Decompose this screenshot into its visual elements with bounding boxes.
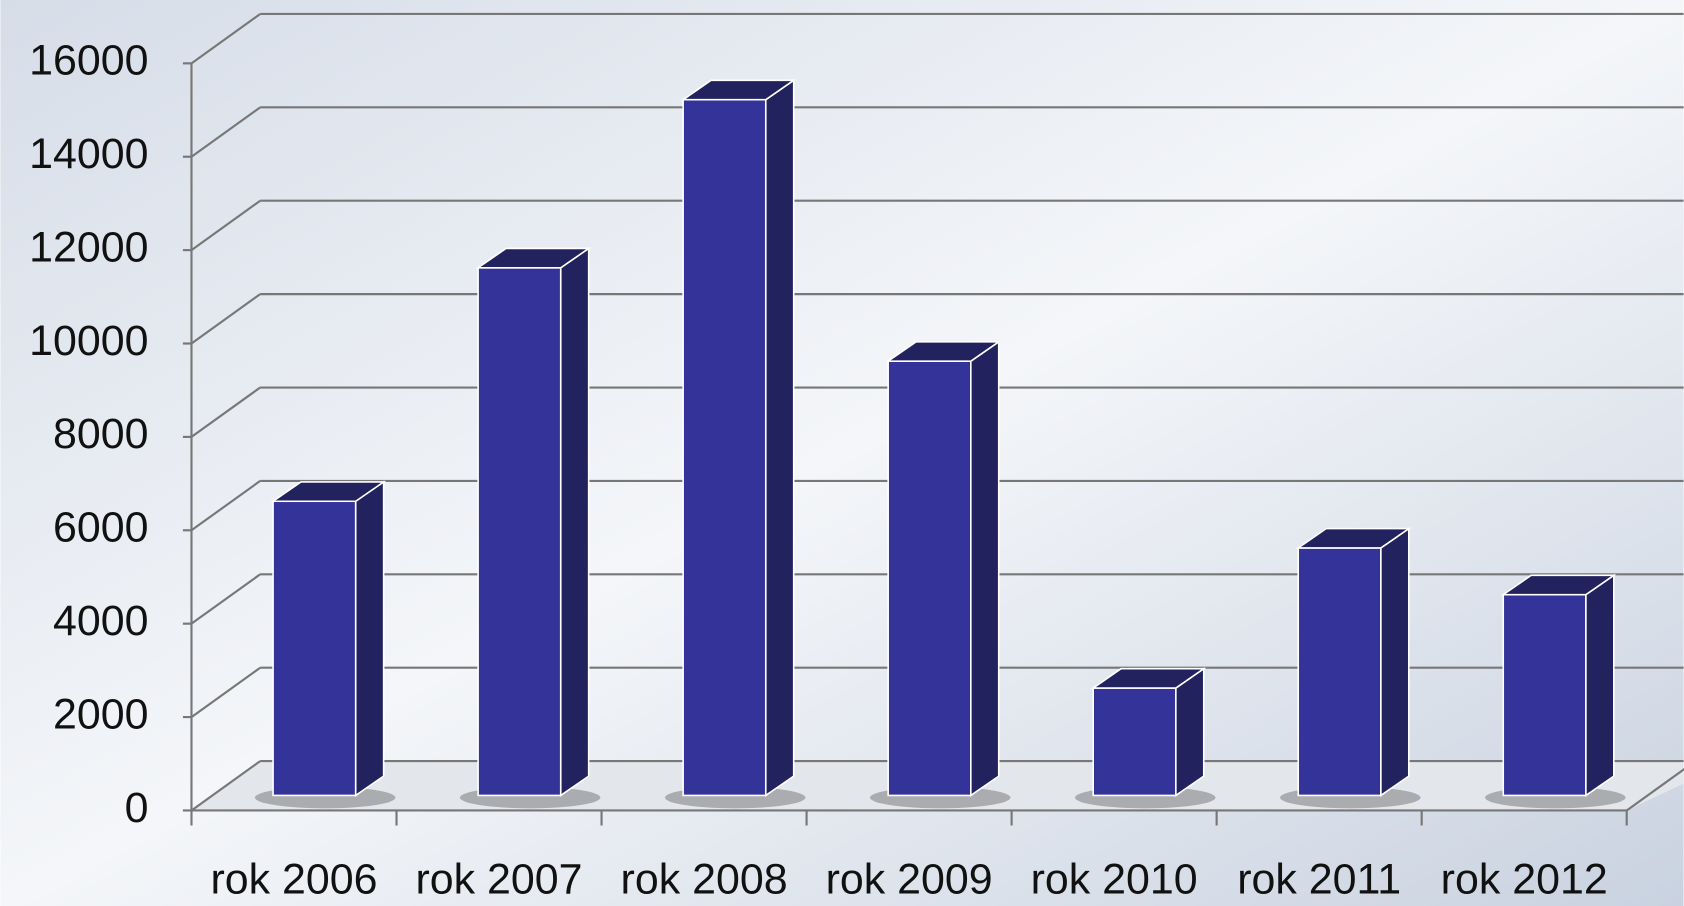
- bar-top: [1295, 527, 1412, 549]
- grid-line: [190, 480, 261, 532]
- grid-line: [190, 666, 261, 718]
- x-tick-label: rok 2011: [1237, 856, 1401, 904]
- bar-side: [1585, 573, 1615, 797]
- y-tick-label: 6000: [53, 504, 149, 552]
- bar-side: [764, 78, 795, 797]
- grid-line: [190, 106, 261, 158]
- bar: [1092, 687, 1177, 797]
- grid-line: [190, 13, 261, 65]
- bar-top: [270, 481, 387, 503]
- bar-side: [354, 480, 385, 797]
- grid-line: [190, 386, 261, 438]
- x-tick-label: rok 2010: [1031, 856, 1198, 904]
- bar-side: [1380, 527, 1410, 797]
- y-tick-label: 14000: [29, 130, 148, 178]
- x-tick-label: rok 2006: [210, 856, 377, 904]
- bar-top: [680, 79, 797, 101]
- x-tick-label: rok 2008: [621, 856, 788, 904]
- x-tick-label: rok 2007: [416, 856, 583, 904]
- bar-top: [1500, 574, 1617, 596]
- x-tick-label: rok 2012: [1441, 856, 1608, 904]
- y-tick-label: 10000: [29, 317, 148, 365]
- bar-top: [1090, 667, 1207, 689]
- y-tick-label: 4000: [53, 597, 149, 645]
- bar: [887, 360, 972, 797]
- y-tick-label: 2000: [53, 690, 149, 738]
- bar: [272, 500, 357, 797]
- bar-side: [559, 246, 590, 797]
- bar: [682, 98, 767, 797]
- grid-line: [190, 293, 261, 345]
- bar-top: [475, 247, 592, 269]
- grid-line: [190, 199, 261, 251]
- grid-line: [190, 573, 261, 625]
- y-tick-label: 16000: [29, 37, 148, 85]
- bar-side: [1175, 667, 1205, 797]
- bar-top: [885, 341, 1002, 362]
- bar: [1297, 547, 1382, 797]
- y-tick-label: 0: [125, 784, 149, 832]
- y-tick-label: 8000: [53, 410, 149, 458]
- grid-line: [190, 760, 261, 812]
- bar: [477, 266, 562, 797]
- bar-side: [970, 340, 1000, 797]
- y-tick-label: 12000: [29, 223, 148, 271]
- x-tick-label: rok 2009: [826, 856, 993, 904]
- bar: [1502, 593, 1587, 797]
